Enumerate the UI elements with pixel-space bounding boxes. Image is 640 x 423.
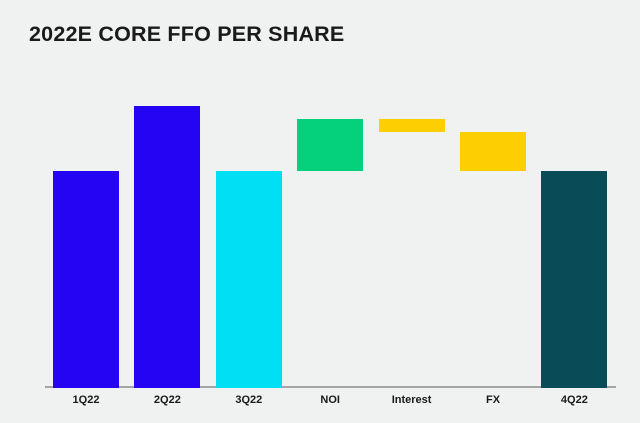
x-tick-label-noi: NOI bbox=[320, 394, 340, 406]
x-tick-label-1q22: 1Q22 bbox=[72, 394, 100, 406]
x-tick-label-4q22: 4Q22 bbox=[560, 394, 588, 406]
x-tick-label-fx: FX bbox=[485, 394, 501, 406]
x-tick-label-2q22: 2Q22 bbox=[153, 394, 181, 406]
bar-1q22 bbox=[53, 171, 119, 388]
bar-noi bbox=[297, 118, 364, 171]
bar-3q22 bbox=[215, 171, 282, 388]
chart-title: 2022E CORE FFO PER SHARE bbox=[29, 22, 345, 46]
x-tick-label-3q22: 3Q22 bbox=[235, 394, 263, 406]
bar-2q22 bbox=[134, 105, 201, 388]
x-axis-line bbox=[45, 385, 616, 388]
x-tick-label-interest: Interest bbox=[391, 394, 432, 406]
bar-fx bbox=[460, 131, 526, 171]
bar-interest bbox=[378, 118, 445, 132]
bar-4q22 bbox=[541, 171, 608, 388]
